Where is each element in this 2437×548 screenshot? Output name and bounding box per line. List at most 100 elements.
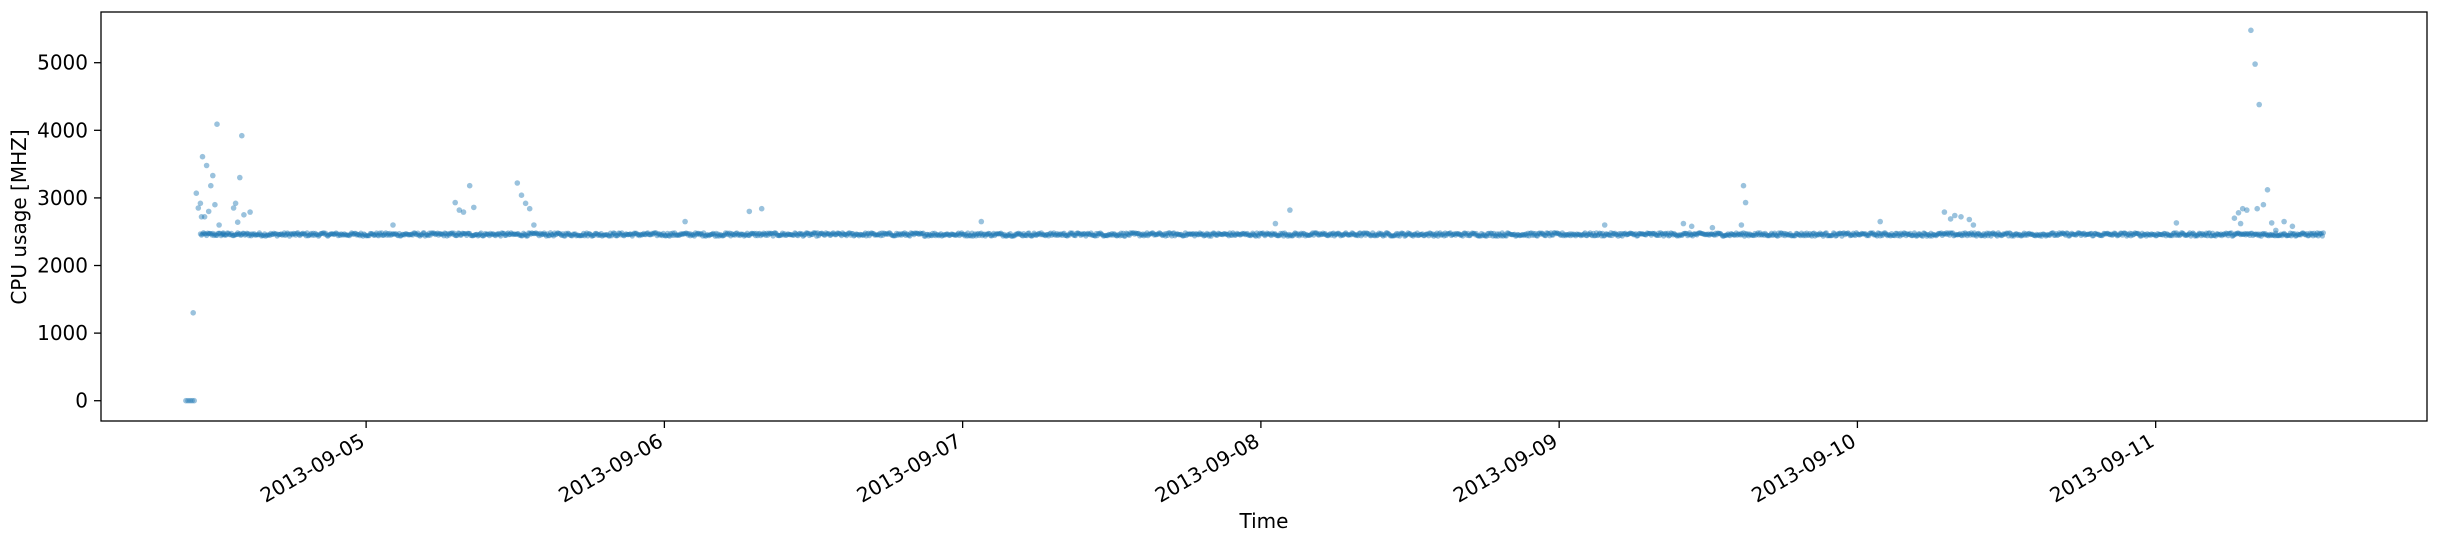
baseline-point bbox=[1754, 231, 1760, 237]
baseline-point bbox=[956, 232, 963, 239]
baseline-point bbox=[2286, 232, 2292, 238]
baseline-point bbox=[904, 231, 910, 237]
baseline-point bbox=[2298, 232, 2304, 238]
baseline-point bbox=[967, 232, 973, 238]
baseline-point bbox=[1903, 233, 1909, 239]
baseline-point bbox=[1960, 230, 1966, 236]
baseline-point bbox=[910, 230, 916, 236]
baseline-point bbox=[592, 231, 598, 237]
baseline-point bbox=[1327, 231, 1333, 237]
baseline-point bbox=[2228, 230, 2234, 236]
baseline-point bbox=[1237, 232, 1243, 238]
baseline-point bbox=[946, 232, 952, 239]
baseline-point bbox=[868, 230, 875, 236]
baseline-point bbox=[1305, 232, 1312, 238]
baseline-point bbox=[323, 230, 329, 236]
x-tick-label: 2013-09-08 bbox=[1151, 429, 1264, 508]
baseline-point bbox=[1252, 232, 1258, 238]
baseline-point bbox=[994, 231, 1000, 237]
baseline-point bbox=[1803, 233, 1809, 239]
baseline-point bbox=[1274, 233, 1281, 239]
baseline-point bbox=[2115, 232, 2121, 238]
baseline-point bbox=[1899, 232, 1905, 238]
baseline-point bbox=[262, 231, 268, 237]
baseline-point bbox=[1952, 232, 1958, 238]
baseline-point bbox=[1856, 232, 1863, 238]
baseline-point bbox=[1486, 230, 1492, 236]
baseline-point bbox=[809, 231, 816, 238]
baseline-point bbox=[1664, 232, 1670, 238]
baseline-point bbox=[1919, 233, 1925, 239]
baseline-point bbox=[1097, 230, 1103, 236]
baseline-point bbox=[247, 231, 253, 237]
baseline-point bbox=[923, 231, 930, 238]
baseline-point bbox=[1569, 231, 1575, 237]
baseline-point bbox=[2142, 231, 2148, 237]
baseline-point bbox=[820, 231, 826, 237]
baseline-point bbox=[2032, 233, 2039, 239]
baseline-point bbox=[2217, 232, 2223, 238]
baseline-point bbox=[1157, 230, 1163, 236]
baseline-point bbox=[705, 232, 711, 238]
baseline-point bbox=[1279, 232, 1285, 238]
baseline-point bbox=[566, 231, 572, 237]
baseline-point bbox=[1359, 231, 1365, 237]
baseline-point bbox=[224, 230, 230, 236]
baseline-point bbox=[1149, 230, 1155, 236]
baseline-point bbox=[2271, 232, 2277, 238]
baseline-point bbox=[1374, 233, 1380, 239]
baseline-point bbox=[573, 233, 579, 239]
baseline-point bbox=[2059, 230, 2066, 236]
baseline-point bbox=[2277, 232, 2283, 238]
baseline-point bbox=[1428, 230, 1434, 236]
baseline-point bbox=[1955, 232, 1961, 238]
baseline-point bbox=[1438, 232, 1444, 238]
baseline-point bbox=[1183, 232, 1189, 239]
baseline-point bbox=[534, 231, 540, 237]
baseline-point bbox=[982, 233, 989, 239]
baseline-point bbox=[2140, 232, 2146, 238]
baseline-point bbox=[1108, 232, 1114, 238]
baseline-point bbox=[2127, 230, 2133, 236]
baseline-point bbox=[2103, 231, 2109, 237]
baseline-point bbox=[2151, 232, 2157, 238]
baseline-point bbox=[1896, 231, 1902, 237]
baseline-point bbox=[894, 232, 901, 238]
baseline-point bbox=[2126, 232, 2132, 238]
baseline-point bbox=[1563, 232, 1569, 238]
baseline-point bbox=[938, 231, 944, 237]
baseline-point bbox=[1968, 230, 1974, 236]
baseline-point bbox=[1570, 232, 1576, 238]
baseline-point bbox=[282, 232, 288, 238]
baseline-point bbox=[1289, 233, 1295, 239]
baseline-point bbox=[2080, 231, 2086, 237]
baseline-point bbox=[1166, 230, 1172, 236]
baseline-point bbox=[2204, 233, 2210, 239]
baseline-point bbox=[939, 233, 945, 239]
baseline-point bbox=[1933, 233, 1939, 239]
baseline-point bbox=[811, 230, 818, 236]
baseline-point bbox=[826, 231, 832, 237]
baseline-point bbox=[1151, 232, 1157, 238]
baseline-point bbox=[1637, 230, 1643, 237]
baseline-point bbox=[1238, 231, 1244, 237]
baseline-point bbox=[1208, 233, 1214, 239]
baseline-point bbox=[1198, 231, 1204, 237]
baseline-point bbox=[1118, 230, 1124, 236]
baseline-point bbox=[2311, 230, 2317, 236]
baseline-point bbox=[1287, 233, 1293, 239]
baseline-point bbox=[255, 232, 261, 238]
baseline-point bbox=[431, 230, 438, 237]
baseline-point bbox=[1583, 232, 1589, 239]
baseline-point bbox=[1209, 231, 1215, 237]
baseline-point bbox=[1440, 231, 1446, 237]
baseline-point bbox=[1047, 231, 1053, 237]
baseline-point bbox=[1434, 230, 1440, 236]
baseline-point bbox=[394, 232, 400, 238]
baseline-point bbox=[1030, 232, 1036, 238]
baseline-point bbox=[512, 231, 518, 237]
baseline-point bbox=[1226, 233, 1232, 239]
baseline-point bbox=[519, 233, 526, 239]
baseline-point bbox=[1004, 233, 1010, 239]
baseline-point bbox=[1797, 233, 1804, 239]
